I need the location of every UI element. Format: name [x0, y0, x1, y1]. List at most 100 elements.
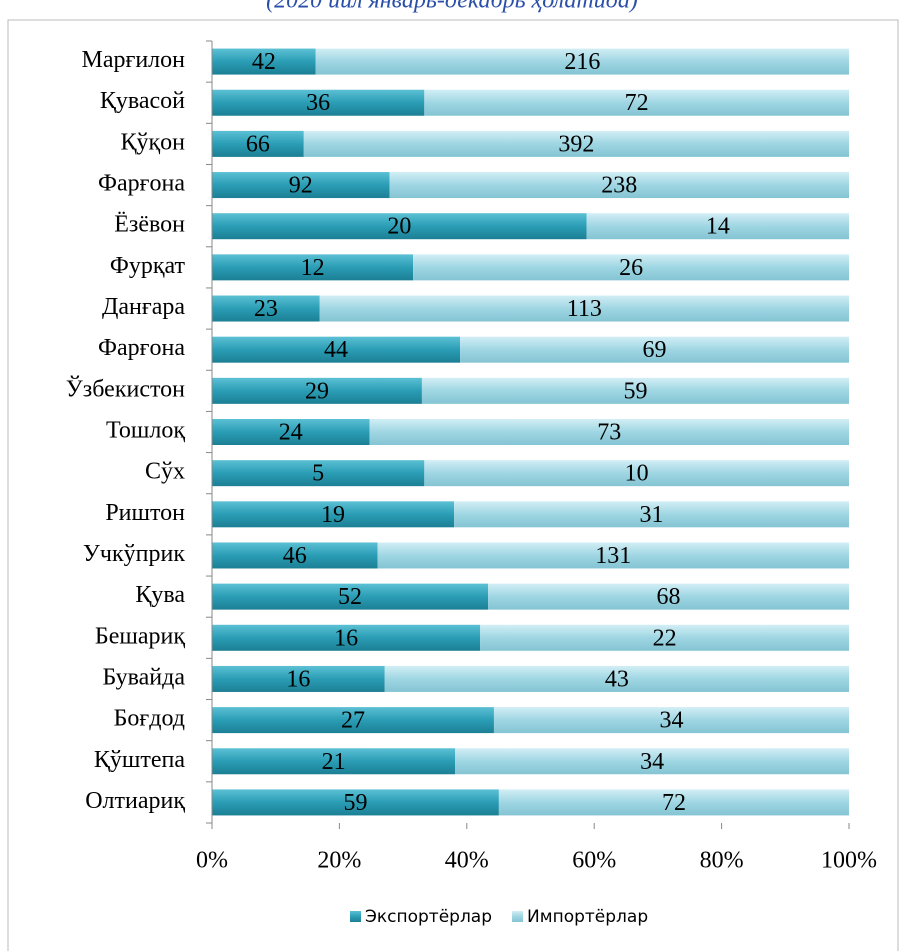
legend-swatch — [350, 911, 361, 922]
data-label: 29 — [305, 378, 329, 404]
bar-segment — [212, 789, 499, 816]
data-label: 36 — [306, 90, 330, 116]
data-label: 46 — [283, 543, 307, 569]
bar-segment — [480, 624, 849, 651]
data-label: 14 — [706, 214, 730, 240]
category-label: Бешариқ — [95, 623, 185, 649]
data-label: 24 — [279, 420, 303, 446]
bar-segment — [377, 542, 849, 569]
category-label: Данғара — [102, 294, 185, 320]
bar-segment — [212, 707, 494, 734]
chart-title: (2020 йил январь-декабрь ҳолатида) — [266, 0, 638, 14]
category-label: Фурқат — [110, 253, 186, 279]
bar-segment — [212, 336, 461, 363]
data-label: 22 — [653, 625, 677, 651]
bar-segment — [389, 172, 849, 199]
x-tick-label: 0% — [196, 848, 228, 874]
data-label: 131 — [595, 543, 631, 569]
data-label: 392 — [558, 131, 594, 157]
data-label: 52 — [338, 584, 362, 610]
bar-segment — [212, 748, 456, 775]
bar-segment — [212, 501, 455, 528]
data-label: 73 — [597, 420, 621, 446]
bar-segment — [212, 460, 425, 487]
data-label: 31 — [640, 502, 664, 528]
data-label: 34 — [659, 708, 683, 734]
bar-segment — [212, 172, 390, 199]
data-label: 10 — [625, 461, 649, 487]
bar-segment — [212, 89, 425, 116]
bar-segment — [212, 254, 414, 281]
bar-segment — [460, 336, 849, 363]
bar-segment — [212, 295, 320, 322]
data-label: 5 — [312, 461, 324, 487]
x-tick-label: 100% — [821, 848, 877, 874]
category-label: Олтиариқ — [85, 788, 185, 814]
data-label: 92 — [289, 173, 313, 199]
x-tick-label: 20% — [317, 848, 361, 874]
data-label: 59 — [623, 378, 647, 404]
data-label: 44 — [324, 337, 348, 363]
data-label: 42 — [252, 49, 276, 75]
bar-segment — [212, 419, 370, 445]
bar-segment — [586, 213, 849, 240]
x-tick-label: 40% — [445, 848, 489, 874]
category-label: Қўштепа — [94, 747, 185, 773]
bar-segment — [488, 583, 849, 610]
data-label: 12 — [301, 255, 325, 281]
legend-label: Экспортёрлар — [365, 907, 492, 927]
category-label: Қува — [135, 582, 185, 608]
category-label: Риштон — [105, 500, 185, 526]
data-label: 59 — [343, 790, 367, 816]
category-label: Фарғона — [98, 335, 185, 361]
data-label: 68 — [657, 584, 681, 610]
bar-segment — [424, 460, 849, 487]
bar-segment — [212, 624, 481, 651]
data-label: 43 — [605, 666, 629, 692]
data-label: 20 — [387, 214, 411, 240]
legend-label: Импортёрлар — [527, 907, 648, 927]
category-label: Бувайда — [102, 664, 185, 690]
data-label: 238 — [601, 173, 637, 199]
bar-segment — [454, 501, 849, 528]
bar-segment — [424, 89, 849, 116]
data-label: 34 — [640, 749, 664, 775]
data-label: 26 — [619, 255, 643, 281]
bar-segment — [498, 789, 849, 816]
category-label: Қўқон — [120, 129, 185, 155]
data-label: 69 — [643, 337, 667, 363]
data-label: 216 — [564, 49, 600, 75]
category-label: Тошлоқ — [106, 418, 185, 444]
x-tick-label: 60% — [572, 848, 616, 874]
bar-segment — [212, 48, 316, 75]
bar-segment — [369, 419, 849, 445]
category-label: Марғилон — [82, 47, 186, 73]
data-label: 19 — [321, 502, 345, 528]
bar-segment — [319, 295, 850, 322]
bar-segment — [315, 48, 850, 75]
bar-segment — [212, 213, 587, 240]
x-tick-label: 80% — [700, 848, 744, 874]
category-label: Боғдод — [114, 706, 185, 732]
data-label: 27 — [341, 708, 365, 734]
bar-segment — [421, 377, 849, 404]
category-label: Қувасой — [100, 88, 185, 114]
data-label: 72 — [625, 90, 649, 116]
bar-segment — [212, 665, 385, 692]
category-label: Сўх — [145, 459, 185, 485]
data-label: 16 — [286, 666, 310, 692]
category-label: Ёзёвон — [114, 212, 185, 238]
data-label: 66 — [246, 131, 270, 157]
data-label: 23 — [254, 296, 278, 322]
category-label: Учкўприк — [83, 541, 185, 567]
bar-segment — [384, 665, 849, 692]
category-label: Фарғона — [98, 171, 185, 197]
data-label: 21 — [322, 749, 346, 775]
category-label: Ўзбекистон — [66, 376, 185, 402]
bar-segment — [212, 377, 422, 404]
bar-segment — [413, 254, 849, 281]
legend-swatch — [512, 911, 524, 922]
data-label: 113 — [567, 296, 602, 322]
